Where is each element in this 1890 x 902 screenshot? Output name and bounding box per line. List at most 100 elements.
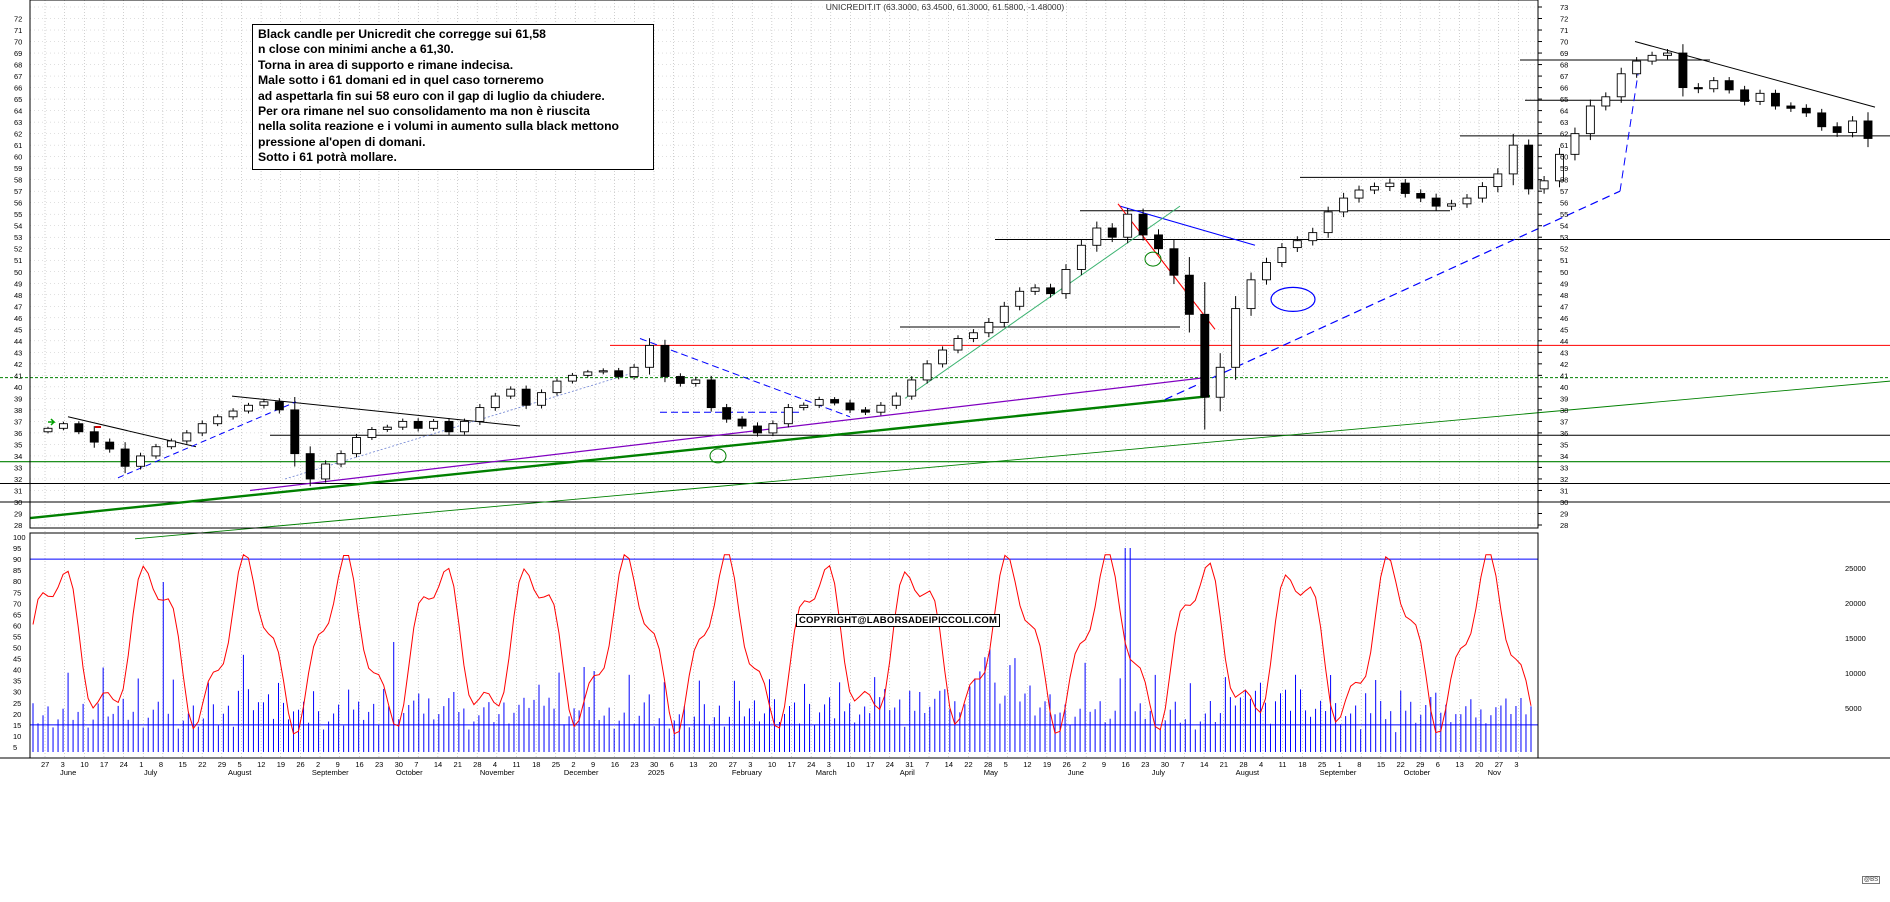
down-candle <box>1771 92 1780 107</box>
candle <box>1786 102 1796 112</box>
up-candle <box>953 338 963 351</box>
volume-axis-label: 20000 <box>1845 599 1866 608</box>
x-day-label: 18 <box>1298 760 1306 769</box>
volume-axis-label: 10000 <box>1845 669 1866 678</box>
up-candle <box>1385 182 1395 188</box>
up-candle <box>1462 197 1472 205</box>
x-month-label: October <box>1404 768 1431 777</box>
oscillator-series <box>32 553 1532 735</box>
up-candle <box>367 429 377 438</box>
up-candle <box>58 423 68 429</box>
x-day-label: 16 <box>355 760 363 769</box>
candle <box>274 398 284 414</box>
x-day-label: 15 <box>1377 760 1385 769</box>
y-left-label: 47 <box>14 302 22 311</box>
x-day-label: 24 <box>886 760 894 769</box>
up-candle <box>1076 244 1086 270</box>
down-candle <box>1431 197 1441 207</box>
x-month-label: August <box>1236 768 1260 777</box>
candle <box>1755 89 1765 106</box>
candle <box>336 450 346 468</box>
candle <box>984 317 994 338</box>
down-candle <box>74 423 84 433</box>
candle <box>1863 112 1873 148</box>
y-left-label: 40 <box>14 383 22 392</box>
y-right-label: 64 <box>1560 107 1568 116</box>
up-candle <box>907 379 917 397</box>
candle <box>1076 239 1086 276</box>
up-candle <box>583 371 593 376</box>
y-right-label: 68 <box>1560 61 1568 70</box>
y-right-label: 59 <box>1560 164 1568 173</box>
y-right-label: 42 <box>1560 360 1568 369</box>
candle <box>1354 185 1364 203</box>
up-candle <box>537 392 547 406</box>
y-right-label: 49 <box>1560 279 1568 288</box>
up-candle <box>382 426 392 430</box>
x-month-label: 2025 <box>648 768 665 777</box>
candle <box>1848 116 1858 138</box>
down-candle <box>305 453 315 480</box>
x-day-label: 28 <box>473 760 481 769</box>
up-candle <box>1277 247 1287 263</box>
candle <box>136 452 145 470</box>
black-downtrend <box>231 395 521 427</box>
up-candle <box>1477 186 1487 199</box>
candle <box>1493 168 1503 193</box>
x-day-label: 23 <box>375 760 383 769</box>
purple-trendline <box>249 377 1206 492</box>
up-candle <box>1848 120 1858 133</box>
down-candle <box>1416 193 1426 199</box>
candle <box>1709 77 1719 93</box>
candle <box>1678 44 1688 97</box>
x-day-label: 10 <box>80 760 88 769</box>
up-candle <box>552 380 562 394</box>
x-day-label: 22 <box>964 760 972 769</box>
candle <box>660 339 670 383</box>
candle <box>521 385 531 409</box>
note-line: nella solita reazione e i volumi in aume… <box>258 119 619 134</box>
x-day-label: 31 <box>905 760 913 769</box>
x-day-label: 2 <box>316 760 320 769</box>
down-candle <box>120 448 130 467</box>
x-day-label: 29 <box>1416 760 1424 769</box>
y-right-label: 38 <box>1560 406 1568 415</box>
candlestick-series <box>43 44 1873 487</box>
y-left-label: 53 <box>14 233 22 242</box>
x-day-label: 10 <box>846 760 854 769</box>
candle <box>1740 85 1750 106</box>
x-month-label: May <box>984 768 998 777</box>
y-right-label: 52 <box>1560 245 1568 254</box>
x-day-label: 30 <box>395 760 403 769</box>
x-day-label: 3 <box>1514 760 1518 769</box>
candle <box>537 389 547 409</box>
y-left-label: 66 <box>14 84 22 93</box>
candle <box>244 402 253 414</box>
candle <box>691 376 701 387</box>
x-day-label: 12 <box>1023 760 1031 769</box>
y-left-label: 60 <box>14 153 22 162</box>
candle <box>614 367 624 380</box>
oscillator-axis-label: 80 <box>13 577 21 586</box>
up-candle <box>259 401 269 406</box>
x-month-label: Nov <box>1488 768 1502 777</box>
candle <box>567 372 577 384</box>
candle <box>1663 49 1672 60</box>
oscillator-axis-label: 45 <box>13 655 21 664</box>
y-left-label: 58 <box>14 176 22 185</box>
down-candle <box>444 420 454 433</box>
candle <box>213 414 223 427</box>
y-left-label: 42 <box>14 360 22 369</box>
up-candle <box>1632 60 1642 75</box>
candle <box>1154 229 1163 255</box>
candle <box>645 338 654 375</box>
up-candle <box>629 366 639 377</box>
oscillator-axis-label: 85 <box>13 566 21 575</box>
candle <box>89 426 99 448</box>
y-left-label: 46 <box>14 314 22 323</box>
y-left-label: 36 <box>14 429 22 438</box>
price-panel-frame <box>29 0 1539 529</box>
y-right-label: 44 <box>1560 337 1568 346</box>
y-left-label: 69 <box>14 49 22 58</box>
x-day-label: 7 <box>925 760 929 769</box>
